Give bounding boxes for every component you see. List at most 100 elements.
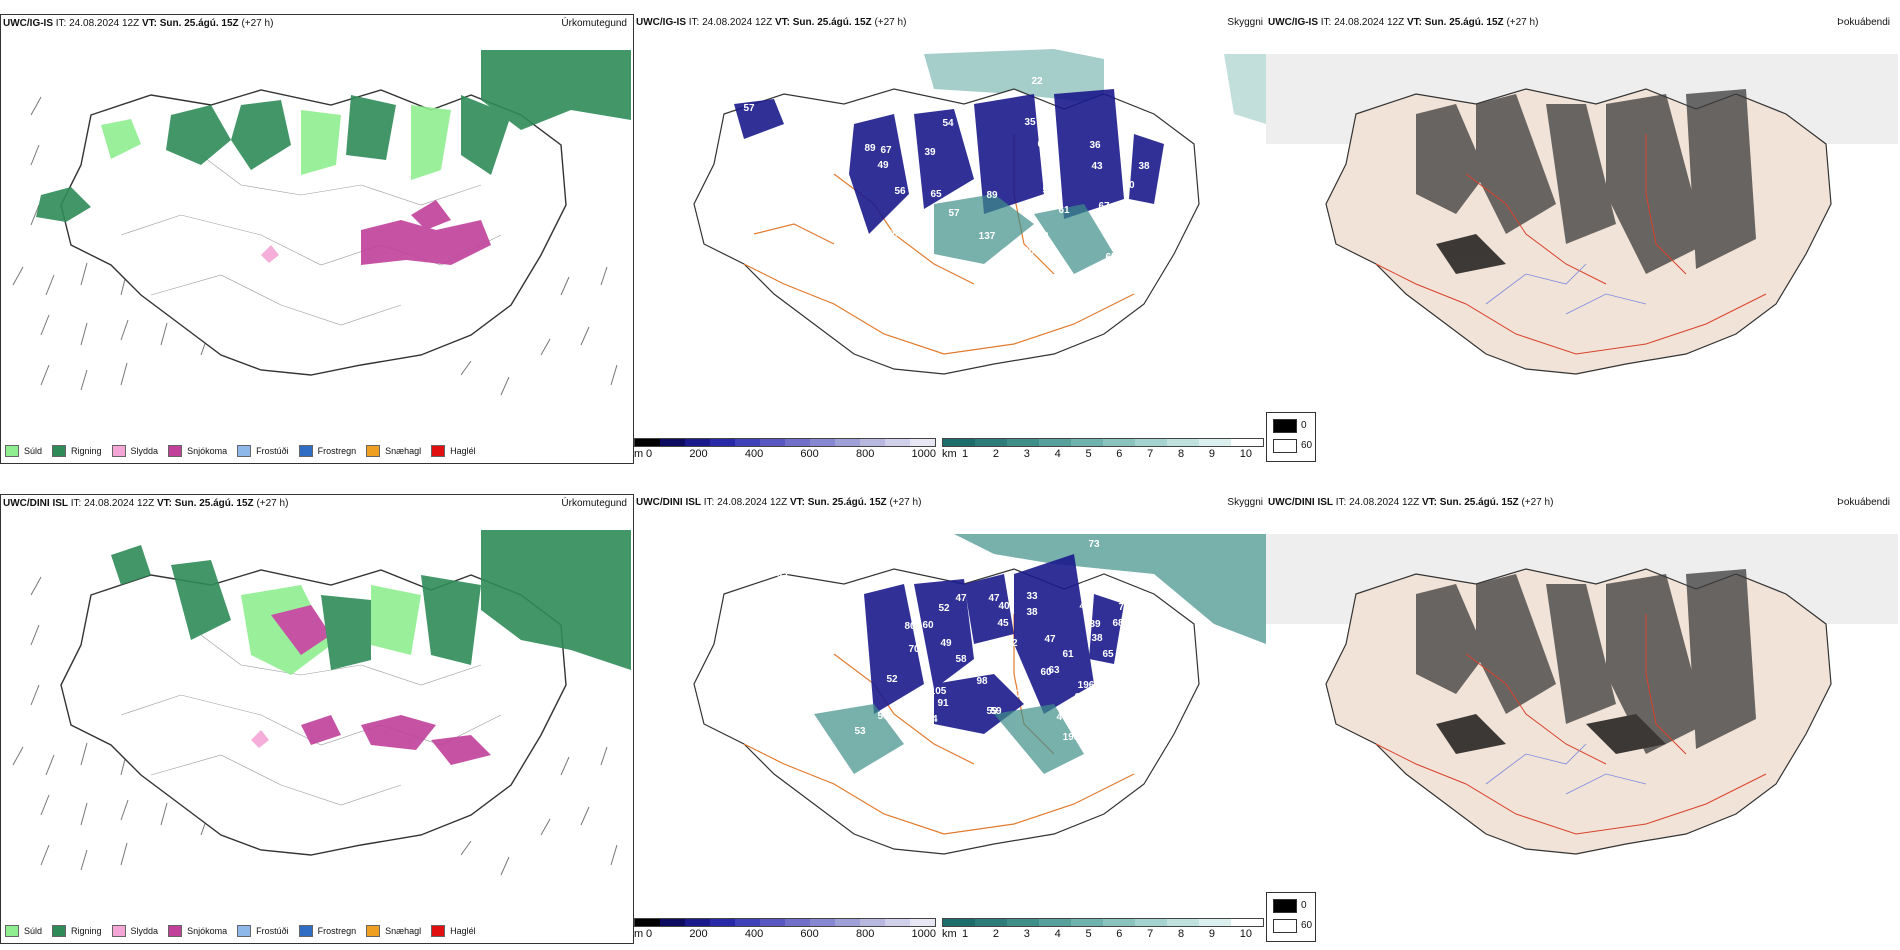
cloud-label: 70 bbox=[1123, 180, 1135, 191]
fog-legend-2: 0 60 bbox=[1266, 892, 1316, 942]
cloud-label: 40 bbox=[998, 601, 1010, 612]
cloud-label: 65 bbox=[930, 189, 942, 200]
cloud-label: 57 bbox=[743, 103, 755, 114]
cloud-label: 47 bbox=[988, 593, 1000, 604]
cloud-label: 92 bbox=[1006, 638, 1018, 649]
cloud-label: 73 bbox=[1088, 539, 1100, 550]
precip-legend-1: Súld Rigning Slydda Snjókoma Frostúði Fr… bbox=[5, 445, 476, 457]
base-bar bbox=[634, 918, 936, 927]
legend-item: Haglél bbox=[431, 445, 476, 457]
cloud-label: 65 bbox=[776, 569, 788, 580]
fog-legend-1: 0 60 bbox=[1266, 412, 1316, 462]
swatch bbox=[431, 445, 446, 457]
precip-title-1: Úrkomutegund bbox=[561, 18, 627, 29]
cloud-label: 89 bbox=[864, 143, 876, 154]
cloud-panel-2: UWC/DINI ISL IT: 24.08.2024 12Z VT: Sun.… bbox=[634, 494, 1266, 944]
cloud-label: 141 bbox=[792, 250, 809, 261]
cloud-header-1: UWC/IG-IS IT: 24.08.2024 12Z VT: Sun. 25… bbox=[636, 17, 1263, 28]
legend-item: Frostregn bbox=[298, 925, 356, 937]
cloud-label: 85 bbox=[1118, 272, 1130, 283]
vis-bar bbox=[942, 918, 1264, 927]
swatch bbox=[111, 925, 126, 937]
cloud-label: 67 bbox=[888, 256, 900, 267]
cloud-label: 57 bbox=[948, 208, 960, 219]
fog-title-2: Þokuábendi bbox=[1837, 497, 1890, 508]
legend-item: Frostúði bbox=[237, 925, 289, 937]
cloud-label: 61 bbox=[1037, 139, 1049, 150]
cloud-label: 89 bbox=[986, 190, 998, 201]
swatch bbox=[5, 925, 19, 937]
base-colorbar-2: m 0 200 400 600 800 1000 bbox=[634, 918, 936, 944]
cloud-label: 52 bbox=[886, 674, 898, 685]
cloud-label: 61 bbox=[1062, 649, 1074, 660]
legend-item: Snjókoma bbox=[168, 925, 227, 937]
cloud-label: 67 bbox=[1098, 201, 1110, 212]
cloud-label: 5 bbox=[1161, 81, 1167, 92]
cloud-label: 54 bbox=[942, 118, 954, 129]
base-unit: m bbox=[634, 448, 644, 460]
cloud-label: 63 bbox=[1048, 665, 1060, 676]
vis-colorbar-1: km 1 2 3 4 5 6 7 8 9 10 bbox=[942, 438, 1264, 464]
fog-black-swatch bbox=[1273, 899, 1297, 913]
vis-bar bbox=[942, 438, 1264, 447]
fog-title-1: Þokuábendi bbox=[1837, 17, 1890, 28]
fog-panel-2: UWC/DINI ISL IT: 24.08.2024 12Z VT: Sun.… bbox=[1266, 494, 1900, 944]
cloud-label: 83 bbox=[1037, 231, 1049, 242]
legend-item: Slydda bbox=[111, 445, 158, 457]
precip-header-2: UWC/DINI ISL IT: 24.08.2024 12Z VT: Sun.… bbox=[3, 498, 627, 509]
cloud-label: 88 bbox=[864, 264, 876, 275]
cloud-label: 52 bbox=[938, 603, 950, 614]
fog-white-swatch bbox=[1273, 439, 1297, 453]
cloud-label: 80 bbox=[904, 621, 916, 632]
cloud-label: 70 bbox=[908, 644, 920, 655]
cloud-label: 60 bbox=[922, 620, 934, 631]
cloud-panel-1: UWC/IG-IS IT: 24.08.2024 12Z VT: Sun. 25… bbox=[634, 14, 1266, 464]
base-colorbar-1: m 0 200 400 600 800 1000 bbox=[634, 438, 936, 464]
cloud-label: 68 bbox=[1176, 171, 1188, 182]
fog-header-1: UWC/IG-IS IT: 24.08.2024 12Z VT: Sun. 25… bbox=[1268, 17, 1890, 28]
vis-unit: km bbox=[942, 448, 957, 460]
cloud-label: 47 bbox=[955, 593, 967, 604]
cloud-label: 196 bbox=[1078, 680, 1095, 691]
base-bar bbox=[634, 438, 936, 447]
swatch bbox=[52, 925, 67, 937]
cloud-label: 38 bbox=[1138, 161, 1150, 172]
swatch bbox=[168, 925, 183, 937]
precip-header-1: UWC/IG-IS IT: 24.08.2024 12Z VT: Sun. 25… bbox=[3, 18, 627, 29]
cloud-label: 22 bbox=[1031, 76, 1043, 87]
swatch bbox=[168, 445, 183, 457]
cloud-map-2: 65 73 52 47 47 40 33 51 72 62 41 39 60 3… bbox=[693, 534, 1266, 855]
cloud-label: 56 bbox=[877, 711, 889, 722]
cloud-label: 198 bbox=[1063, 732, 1080, 743]
vis-ticks: 1 2 3 4 5 6 7 8 9 10 bbox=[962, 448, 1252, 460]
base-ticks: 0 200 400 600 800 1000 bbox=[646, 928, 936, 940]
fog-header-2: UWC/DINI ISL IT: 24.08.2024 12Z VT: Sun.… bbox=[1268, 497, 1890, 508]
legend-item: Snæhagl bbox=[366, 445, 421, 457]
precip-panel-2: UWC/DINI ISL IT: 24.08.2024 12Z VT: Sun.… bbox=[0, 494, 634, 944]
legend-item: Haglél bbox=[431, 925, 476, 937]
vis-colorbar-2: km 1 2 3 4 5 6 7 8 9 10 bbox=[942, 918, 1264, 944]
cloud-label: 65 bbox=[1105, 252, 1117, 263]
cloud-label: 35 bbox=[1024, 117, 1036, 128]
fog-panel-1: UWC/IG-IS IT: 24.08.2024 12Z VT: Sun. 25… bbox=[1266, 14, 1900, 464]
swatch bbox=[366, 925, 381, 937]
legend-item: Slydda bbox=[111, 925, 158, 937]
cloud-label: 38 bbox=[1091, 633, 1103, 644]
cloud-label: 137 bbox=[979, 231, 996, 242]
cloud-label: 50 bbox=[1042, 185, 1054, 196]
legend-item: Rigning bbox=[52, 445, 102, 457]
cloud-label: 47 bbox=[1056, 712, 1068, 723]
legend-item: Frostregn bbox=[298, 445, 356, 457]
swatch bbox=[298, 925, 313, 937]
cloud-label: 39 bbox=[1089, 619, 1101, 630]
precip-map-2 bbox=[12, 530, 631, 876]
fog-white-swatch bbox=[1273, 919, 1297, 933]
swatch bbox=[431, 925, 446, 937]
cloud-label: 43 bbox=[1091, 161, 1103, 172]
cloud-label: 51 bbox=[1082, 581, 1094, 592]
cloud-label: 105 bbox=[930, 686, 947, 697]
precip-title-2: Úrkomutegund bbox=[561, 498, 627, 509]
vis-unit: km bbox=[942, 928, 957, 940]
swatch bbox=[237, 445, 252, 457]
fog-map-2 bbox=[1266, 534, 1898, 855]
